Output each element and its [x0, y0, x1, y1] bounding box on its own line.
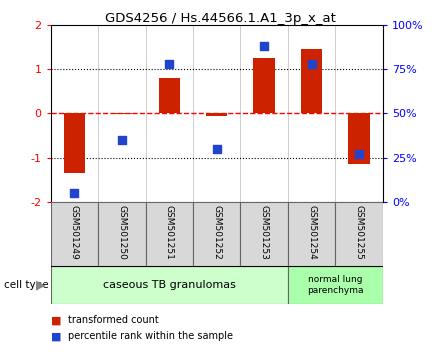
Bar: [253, 58, 275, 113]
Text: GSM501251: GSM501251: [165, 205, 174, 260]
Text: GDS4256 / Hs.44566.1.A1_3p_x_at: GDS4256 / Hs.44566.1.A1_3p_x_at: [105, 12, 335, 25]
Bar: [206, 113, 227, 116]
Point: [356, 151, 363, 157]
Bar: [288, 202, 335, 266]
Text: GSM501253: GSM501253: [260, 205, 269, 260]
Point: [166, 61, 173, 67]
Text: GSM501255: GSM501255: [355, 205, 363, 260]
Text: ■: ■: [51, 315, 61, 325]
Bar: [64, 113, 85, 173]
Bar: [98, 202, 146, 266]
Text: ▶: ▶: [36, 279, 46, 291]
Point: [71, 190, 78, 196]
Point: [260, 43, 268, 49]
Text: percentile rank within the sample: percentile rank within the sample: [68, 331, 233, 341]
Text: GSM501252: GSM501252: [212, 205, 221, 260]
Bar: [111, 113, 132, 114]
Bar: [158, 78, 180, 113]
Bar: [348, 113, 370, 164]
Bar: [335, 202, 383, 266]
Text: GSM501250: GSM501250: [117, 205, 126, 260]
Point: [308, 61, 315, 67]
Bar: [193, 202, 240, 266]
Text: cell type: cell type: [4, 280, 49, 290]
Bar: [240, 202, 288, 266]
Text: GSM501254: GSM501254: [307, 205, 316, 260]
Bar: [51, 202, 98, 266]
Text: GSM501249: GSM501249: [70, 205, 79, 260]
Point: [213, 146, 220, 152]
Text: normal lung
parenchyma: normal lung parenchyma: [307, 275, 363, 295]
Bar: [288, 266, 383, 304]
Text: transformed count: transformed count: [68, 315, 159, 325]
Text: caseous TB granulomas: caseous TB granulomas: [103, 280, 236, 290]
Bar: [146, 202, 193, 266]
Text: ■: ■: [51, 331, 61, 341]
Point: [118, 137, 125, 143]
Bar: [301, 49, 322, 113]
Bar: [51, 266, 288, 304]
